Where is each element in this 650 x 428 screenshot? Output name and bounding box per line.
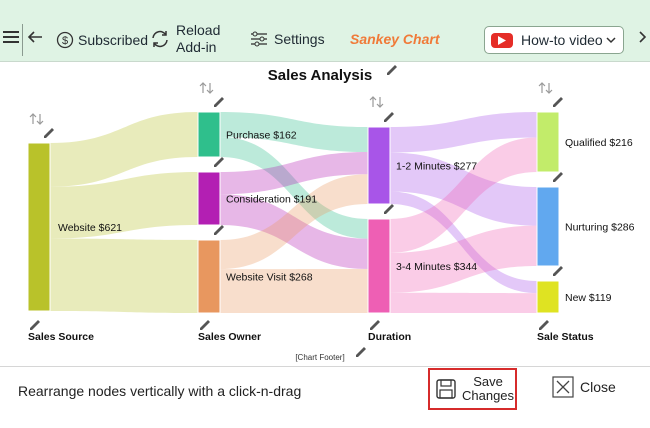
node-label-new: New $119	[565, 292, 612, 304]
sankey-link-purchase-m12	[220, 112, 368, 153]
app-title: Sankey Chart	[350, 31, 440, 47]
node-label-nurturing: Nurturing $286	[565, 222, 635, 234]
drag-hint-text: Rearrange nodes vertically with a click-…	[18, 383, 302, 399]
settings-button[interactable]: Settings	[250, 31, 325, 47]
floppy-disk-icon	[436, 379, 456, 399]
sankey-node-purchase[interactable]	[197, 111, 221, 158]
chart-title: Sales Analysis	[268, 67, 373, 84]
settings-label: Settings	[274, 31, 325, 47]
sankey-node-visit[interactable]	[197, 239, 221, 314]
sankey-link-m34-nurturing	[390, 225, 537, 293]
sankey-nodes	[27, 111, 560, 314]
reload-label-line2: Add-in	[176, 39, 217, 55]
node-label-visit: Website Visit $268	[226, 272, 313, 284]
sankey-edit-decorations	[29, 82, 563, 357]
edit-node-pencil-icon[interactable]	[214, 157, 224, 167]
toolbar-divider	[22, 24, 23, 56]
node-label-m34: 3-4 Minutes $344	[396, 261, 477, 273]
stage-label-0: Sales Source	[28, 331, 94, 343]
sort-arrows-icon[interactable]	[538, 82, 553, 94]
edit-node-pencil-icon[interactable]	[553, 172, 563, 182]
sankey-link-m34-qualified	[390, 137, 537, 253]
save-label-line1: Save	[473, 374, 503, 389]
ribbon-toolbar: $ Subscribed Reload Add-in Settings Sank…	[0, 0, 650, 62]
edit-node-pencil-icon[interactable]	[384, 204, 394, 214]
edit-stage-pencil-icon[interactable]	[539, 320, 549, 330]
sankey-node-consideration[interactable]	[197, 171, 221, 226]
sankey-link-m12-qualified	[390, 112, 537, 153]
edit-node-pencil-icon[interactable]	[214, 97, 224, 107]
chevron-right-icon[interactable]	[638, 30, 648, 49]
sankey-link-website-consideration	[50, 172, 198, 239]
sankey-chart: Sales Analysis Website $621 Purchase $162…	[27, 65, 635, 362]
reload-label-line1: Reload	[176, 22, 221, 38]
sankey-link-consideration-m12	[220, 152, 368, 195]
sliders-icon	[250, 31, 268, 47]
subscribed-button[interactable]: $ Subscribed	[56, 31, 148, 49]
sankey-link-m12-nurturing	[390, 152, 537, 226]
edit-title-pencil-icon[interactable]	[387, 65, 397, 75]
close-x-icon	[552, 376, 574, 398]
hamburger-menu-icon[interactable]	[3, 30, 19, 44]
edit-title-pencil[interactable]	[387, 65, 397, 75]
refresh-icon	[150, 29, 170, 49]
sankey-node-labels: Website $621 Purchase $162 Consideration $…	[58, 130, 635, 305]
stage-label-2: Duration	[368, 331, 411, 343]
node-label-qualified: Qualified $216	[565, 137, 633, 149]
node-label-website: Website $621	[58, 222, 122, 234]
chart-footer: [Chart Footer]	[295, 353, 344, 362]
sankey-node-m12[interactable]	[367, 126, 391, 205]
sankey-node-new[interactable]	[536, 280, 560, 314]
sankey-link-m12-new	[390, 191, 537, 294]
reload-addin-button[interactable]: Reload Add-in	[150, 22, 220, 56]
edit-stage-pencil-icon[interactable]	[370, 320, 380, 330]
howto-video-dropdown[interactable]: How-to video	[484, 26, 624, 54]
sankey-node-website[interactable]	[27, 142, 51, 312]
sankey-link-purchase-m34	[220, 137, 368, 239]
edit-stage-pencil-icon[interactable]	[30, 320, 40, 330]
subscribed-label: Subscribed	[78, 32, 149, 48]
close-label: Close	[580, 379, 616, 395]
back-arrow-icon[interactable]	[27, 30, 43, 44]
sankey-stage-labels: Sales Source Sales Owner Duration Sale Stat…	[28, 331, 594, 343]
sankey-link-m34-new	[390, 292, 537, 313]
howto-video-label: How-to video	[521, 32, 603, 48]
sort-arrows-icon[interactable]	[369, 96, 384, 108]
edit-node-pencil-icon[interactable]	[44, 128, 54, 138]
stage-label-3: Sale Status	[537, 331, 594, 343]
edit-footer-pencil-icon[interactable]	[356, 347, 366, 357]
bottom-action-bar: Rearrange nodes vertically with a click-…	[0, 366, 650, 428]
sankey-link-website-visit	[50, 238, 198, 313]
chevron-down-icon	[605, 33, 617, 51]
sankey-link-consideration-m34	[220, 194, 368, 270]
sankey-node-m34[interactable]	[367, 218, 391, 314]
sankey-node-qualified[interactable]	[536, 111, 560, 173]
sankey-link-visit-m34	[220, 269, 368, 313]
edit-stage-pencil-icon[interactable]	[200, 320, 210, 330]
sankey-link-visit-m12	[220, 174, 368, 270]
close-button[interactable]: Close	[552, 376, 616, 398]
edit-node-pencil-icon[interactable]	[553, 266, 563, 276]
edit-node-pencil-icon[interactable]	[384, 112, 394, 122]
youtube-play-icon	[491, 32, 513, 48]
save-changes-button[interactable]: Save Changes	[428, 368, 517, 410]
node-label-consideration: Consideration $191	[226, 194, 317, 206]
sort-arrows-icon[interactable]	[29, 113, 44, 125]
save-label-line2: Changes	[462, 388, 515, 403]
sort-arrows-icon[interactable]	[199, 82, 214, 94]
sankey-links	[50, 112, 537, 313]
node-label-m12: 1-2 Minutes $277	[396, 161, 477, 173]
sankey-link-website-purchase	[50, 112, 198, 187]
sankey-node-nurturing[interactable]	[536, 186, 560, 267]
edit-node-pencil-icon[interactable]	[553, 97, 563, 107]
edit-node-pencil-icon[interactable]	[214, 225, 224, 235]
node-label-purchase: Purchase $162	[226, 130, 297, 142]
stage-label-1: Sales Owner	[198, 331, 261, 343]
dollar-circle-icon: $	[56, 31, 74, 49]
svg-text:$: $	[62, 35, 68, 47]
